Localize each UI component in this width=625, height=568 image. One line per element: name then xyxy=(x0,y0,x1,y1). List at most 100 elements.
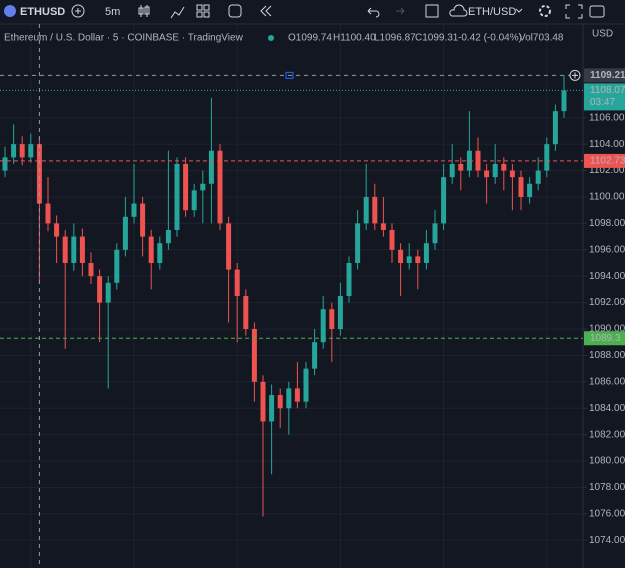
ohlc-close: C1099.31 xyxy=(415,33,459,44)
countdown: 03:47 xyxy=(590,97,615,108)
candle-body xyxy=(148,236,154,263)
price-badge-label: 1102.73 xyxy=(590,156,625,167)
candle-body xyxy=(11,144,17,158)
alert[interactable] xyxy=(228,4,242,18)
y-tick-label: 1082.00 xyxy=(589,429,625,440)
candle-body xyxy=(200,183,206,191)
replay[interactable] xyxy=(260,5,272,17)
candle-body xyxy=(122,216,128,250)
dropdown[interactable] xyxy=(515,8,523,13)
y-tick-label: 1092.00 xyxy=(589,297,625,308)
candle-body xyxy=(191,190,197,211)
price-badge-label: 1089.3 xyxy=(590,333,621,344)
last-price-badge xyxy=(584,83,625,111)
templates[interactable] xyxy=(196,4,210,18)
price-badge xyxy=(584,153,625,168)
candle-body xyxy=(251,329,257,382)
y-tick-label: 1094.00 xyxy=(589,271,625,282)
y-tick-label: 1074.00 xyxy=(589,535,625,546)
candle-body xyxy=(226,223,232,270)
redo[interactable] xyxy=(396,7,405,15)
toolbar-bg xyxy=(0,0,625,24)
candle-body xyxy=(406,256,412,263)
fullscreen[interactable] xyxy=(565,4,583,19)
add-symbol[interactable] xyxy=(71,4,85,18)
candle-body xyxy=(449,163,455,178)
candle-body xyxy=(337,296,343,330)
y-tick-label: 1078.00 xyxy=(589,482,625,493)
plot xyxy=(0,24,583,568)
change: -0.42 (-0.04%) xyxy=(458,33,522,44)
crosshair-add-plus xyxy=(572,72,578,79)
candle-body xyxy=(88,262,94,277)
ohlc-open: O1099.74 xyxy=(288,33,332,44)
y-tick-label: 1090.00 xyxy=(589,324,625,335)
compare-symbol[interactable]: ETH/USD xyxy=(468,6,516,18)
crosshair-badge-label: 1109.21 xyxy=(590,70,625,81)
y-tick-label: 1096.00 xyxy=(589,244,625,255)
y-tick-label: 1084.00 xyxy=(589,403,625,414)
cloud xyxy=(449,4,468,17)
y-tick-label: 1100.00 xyxy=(589,192,625,203)
candle-body xyxy=(355,223,361,263)
candle-body xyxy=(140,203,146,237)
instrument-name: Ethereum / U.S. Dollar · 5 · COINBASE · … xyxy=(4,33,244,44)
chart-type[interactable] xyxy=(138,5,150,17)
candle-body xyxy=(415,256,421,263)
candle-body xyxy=(320,309,326,343)
candle-body xyxy=(105,282,111,303)
candle-body xyxy=(286,388,292,409)
candle-body xyxy=(2,157,8,171)
candle-body xyxy=(234,269,240,296)
candle-body xyxy=(380,223,386,230)
candle-body xyxy=(36,144,42,204)
currency: USD xyxy=(592,29,613,40)
y-tick-label: 1106.00 xyxy=(589,112,625,123)
crosshair-badge xyxy=(584,68,625,83)
price-badge xyxy=(584,331,625,346)
candle-body xyxy=(372,196,378,224)
eth-icon xyxy=(4,5,16,17)
candle-body xyxy=(441,177,447,224)
candle-body xyxy=(432,223,438,244)
screenshot[interactable] xyxy=(589,5,605,18)
candle-body xyxy=(19,144,25,158)
candle-body xyxy=(492,163,498,178)
settings[interactable] xyxy=(539,5,551,17)
candle-body xyxy=(303,368,309,402)
ohlc-low: L1096.87 xyxy=(374,33,416,44)
volume: Vol703.48 xyxy=(519,33,564,44)
candle-body xyxy=(54,223,60,237)
ohlc-high: H1100.40 xyxy=(333,33,376,44)
candle-body xyxy=(312,342,318,369)
candle-body xyxy=(174,163,180,230)
indicators[interactable] xyxy=(170,6,185,19)
candle-body xyxy=(544,144,550,171)
add-symbol-plus xyxy=(75,8,81,14)
legend: Ethereum / U.S. Dollar · 5 · COINBASE · … xyxy=(4,33,564,44)
candle-body xyxy=(131,203,137,217)
market-status xyxy=(268,35,274,41)
candle-body xyxy=(165,229,171,244)
candle-body xyxy=(45,203,51,224)
candle-body xyxy=(260,381,266,422)
undo[interactable] xyxy=(367,7,380,18)
candle-body xyxy=(97,276,103,303)
last-price-label: 1108.07 xyxy=(590,85,625,96)
select[interactable] xyxy=(425,4,439,18)
candle-body xyxy=(389,229,395,250)
candle-body xyxy=(346,262,352,296)
toolbar: ETHUSD 5m ETH/USD xyxy=(0,0,625,25)
interval[interactable]: 5m xyxy=(105,6,120,18)
candle-body xyxy=(518,177,524,197)
symbol[interactable]: ETHUSD xyxy=(20,6,65,18)
candle-body xyxy=(79,236,85,263)
crosshair-marker xyxy=(285,71,294,79)
candle-body xyxy=(62,236,68,263)
candle-body xyxy=(509,170,515,178)
candle-body xyxy=(208,150,214,184)
candle-body xyxy=(535,170,541,184)
candle-body xyxy=(217,150,223,224)
